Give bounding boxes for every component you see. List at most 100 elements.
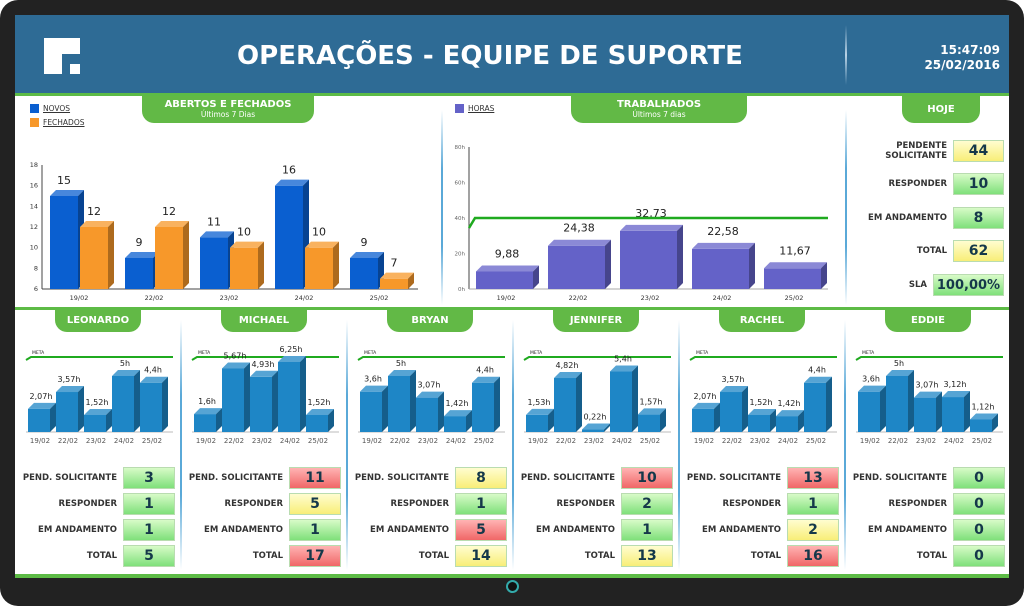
person-tab: EDDIE xyxy=(885,310,971,332)
bar-front xyxy=(472,382,494,432)
x-tick-label: 25/02 xyxy=(370,294,389,302)
bar-top xyxy=(278,356,306,362)
power-button[interactable] xyxy=(506,580,519,593)
bar-side xyxy=(677,224,683,289)
bar-value-label: 1,12h xyxy=(972,402,995,411)
stat-row: TOTAL 16 xyxy=(681,545,839,567)
hoje-row: TOTAL 62 xyxy=(850,240,1004,262)
bar-value-label: 5,4h xyxy=(614,355,632,364)
person-bar xyxy=(306,408,334,432)
bar-front xyxy=(914,397,936,432)
x-tick-label: 24/02 xyxy=(778,437,798,445)
bar-top xyxy=(56,386,84,393)
x-tick-label: 25/02 xyxy=(308,437,328,445)
x-tick-label: 24/02 xyxy=(944,437,964,445)
bar-top xyxy=(80,221,114,227)
meta-line xyxy=(855,356,1003,361)
bar-front xyxy=(942,397,964,432)
stat-value: 3 xyxy=(123,467,175,489)
bar-side xyxy=(272,370,278,432)
stat-row: TOTAL 14 xyxy=(349,545,507,567)
bar-front xyxy=(638,414,660,432)
stat-label: EM ANDAMENTO xyxy=(370,525,449,535)
person-bar xyxy=(360,385,388,432)
person-bar xyxy=(472,376,500,432)
stat-row: EM ANDAMENTO 2 xyxy=(681,519,839,541)
x-tick-label: 22/02 xyxy=(58,437,78,445)
bar-fechados xyxy=(230,241,264,289)
bar-value-label: 10 xyxy=(237,226,251,239)
legend-horas[interactable]: HORAS xyxy=(455,104,494,113)
bar-horas xyxy=(476,265,539,289)
bar-side xyxy=(382,385,388,432)
bar-side xyxy=(183,221,189,289)
bar-top xyxy=(305,241,339,248)
x-tick-label: 22/02 xyxy=(888,437,908,445)
meta-label: META xyxy=(32,350,45,356)
stat-row: RESPONDER 0 xyxy=(847,493,1005,515)
person-bar xyxy=(222,362,250,432)
x-tick-label: 24/02 xyxy=(295,294,314,302)
stat-value: 0 xyxy=(953,519,1005,541)
stat-value: 1 xyxy=(289,519,341,541)
bar-horas xyxy=(692,242,755,289)
stat-value: 2 xyxy=(621,493,673,515)
bar-front xyxy=(140,382,162,432)
bar-top xyxy=(380,272,414,279)
bar-top xyxy=(112,370,140,376)
legend-label: HORAS xyxy=(468,104,495,113)
bar-top xyxy=(155,221,189,227)
person-bar xyxy=(886,370,914,432)
legend-fechados[interactable]: FECHADOS xyxy=(30,118,85,127)
bar-side xyxy=(880,385,886,432)
x-tick-label: 22/02 xyxy=(224,437,244,445)
y-tick-label: 14 xyxy=(30,202,38,210)
stat-label: PEND. SOLICITANTE xyxy=(22,473,117,483)
person-bar xyxy=(112,370,140,432)
bar-front xyxy=(230,247,258,289)
bar-front xyxy=(886,376,908,432)
stat-label: PEND. SOLICITANTE xyxy=(188,473,283,483)
bar-side xyxy=(714,402,720,432)
y-tick-label: 0h xyxy=(458,287,465,293)
x-tick-label: 23/02 xyxy=(916,437,936,445)
x-tick-label: 23/02 xyxy=(750,437,770,445)
stat-row: EM ANDAMENTO 1 xyxy=(515,519,673,541)
bar-top xyxy=(692,242,755,249)
stat-value: 1 xyxy=(455,493,507,515)
stat-label: TOTAL xyxy=(750,551,781,561)
person-bar xyxy=(56,386,84,432)
bar-side xyxy=(258,241,264,289)
bar-top xyxy=(275,179,309,186)
logo-icon xyxy=(44,38,80,74)
bar-top xyxy=(526,408,554,415)
person-bar xyxy=(692,402,720,432)
bar-side xyxy=(798,410,804,432)
person-bar xyxy=(720,386,748,432)
bar-value-label: 5,67h xyxy=(224,351,247,360)
stat-label: TOTAL xyxy=(584,551,615,561)
bar-top xyxy=(200,231,234,238)
divider xyxy=(441,110,443,305)
bar-top xyxy=(942,391,970,398)
person-tab: BRYAN xyxy=(387,310,473,332)
legend-label: FECHADOS xyxy=(43,118,85,127)
bar-side xyxy=(216,408,222,432)
legend-novos[interactable]: NOVOS xyxy=(30,104,70,113)
bar-top xyxy=(472,376,500,383)
x-tick-label: 24/02 xyxy=(114,437,134,445)
stat-row: RESPONDER 1 xyxy=(349,493,507,515)
person-bar xyxy=(526,408,554,432)
stat-row: EM ANDAMENTO 1 xyxy=(17,519,175,541)
bar-value-label: 4,4h xyxy=(144,366,162,375)
stat-label: PEND. SOLICITANTE xyxy=(686,473,781,483)
stat-row: TOTAL 17 xyxy=(183,545,341,567)
tab-hoje: HOJE xyxy=(902,96,980,123)
bar-value-label: 11,67 xyxy=(779,244,811,257)
bar-front xyxy=(194,414,216,432)
bar-front xyxy=(748,414,770,432)
bar-side xyxy=(533,265,539,289)
stat-label: TOTAL xyxy=(252,551,283,561)
x-tick-label: 23/02 xyxy=(641,294,660,302)
